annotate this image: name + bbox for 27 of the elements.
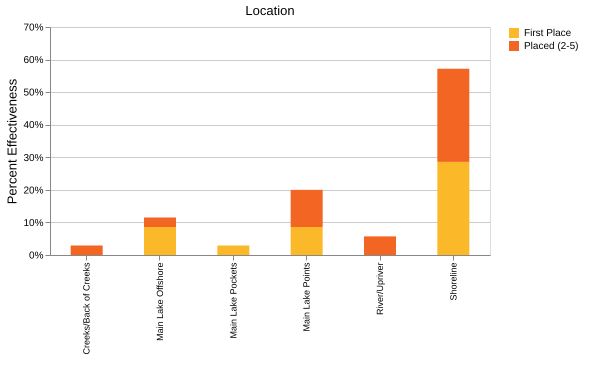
bar bbox=[290, 190, 323, 227]
bar bbox=[217, 246, 250, 255]
y-tick-label: 70% bbox=[23, 22, 44, 34]
x-tick-label: Shoreline bbox=[448, 262, 458, 301]
y-tick-label: 30% bbox=[23, 152, 44, 164]
bar bbox=[437, 162, 470, 255]
bar bbox=[144, 226, 176, 255]
y-tick-label: 60% bbox=[23, 55, 44, 66]
y-tick-label: 0% bbox=[29, 250, 44, 262]
legend-label: Placed (2-5) bbox=[524, 41, 578, 52]
bar bbox=[290, 226, 323, 255]
x-tick-label: River/Upriver bbox=[375, 262, 385, 316]
y-tick-label: 20% bbox=[23, 185, 44, 196]
bar bbox=[70, 246, 103, 255]
bar bbox=[144, 218, 176, 227]
x-tick-label: Creeks/Back of Creeks bbox=[82, 262, 92, 355]
x-tick-label: Main Lake Pockets bbox=[228, 262, 238, 339]
bar bbox=[364, 236, 396, 255]
bar bbox=[437, 68, 470, 162]
y-tick-label: 10% bbox=[23, 218, 44, 229]
legend-label: First Place bbox=[524, 28, 572, 39]
chart-title: Location bbox=[245, 3, 295, 18]
y-tick-label: 40% bbox=[23, 120, 44, 132]
x-tick-label: Main Lake Points bbox=[302, 262, 312, 332]
x-tick-label: Main Lake Offshore bbox=[155, 262, 165, 341]
y-axis-title: Percent Effectiveness bbox=[4, 78, 20, 204]
y-tick-label: 50% bbox=[23, 88, 44, 99]
